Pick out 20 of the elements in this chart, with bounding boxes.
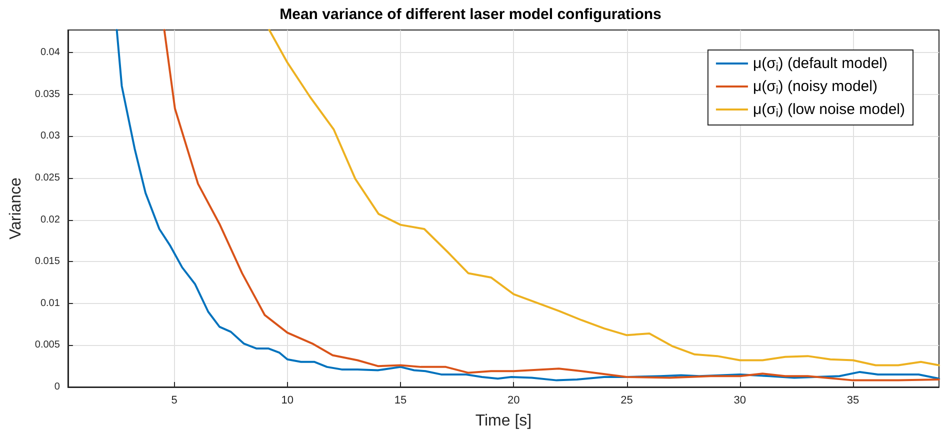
x-tick-label: 20 bbox=[508, 394, 520, 406]
y-tick-label: 0 bbox=[54, 382, 60, 392]
y-tick-label: 0.01 bbox=[40, 298, 60, 309]
x-tick-label: 25 bbox=[620, 394, 633, 406]
y-tick-label: 0.035 bbox=[34, 88, 60, 100]
x-tick-label: 10 bbox=[281, 394, 294, 406]
chart-title: Mean variance of different laser model configurations bbox=[280, 6, 662, 23]
y-tick-label: 0.015 bbox=[34, 256, 60, 268]
x-tick-label: 30 bbox=[734, 394, 746, 406]
y-tick-label: 0.005 bbox=[34, 340, 60, 351]
y-axis-title: Variance bbox=[8, 177, 24, 240]
line-series bbox=[268, 29, 940, 366]
y-tick-label: 0.025 bbox=[34, 172, 60, 184]
x-tick-label: 15 bbox=[394, 394, 407, 406]
x-tick-label: 5 bbox=[171, 394, 178, 406]
y-tick-label: 0.03 bbox=[40, 130, 60, 142]
y-tick-label: 0.04 bbox=[40, 47, 60, 58]
x-tick-label: 35 bbox=[846, 394, 860, 406]
x-axis-title: Time [s] bbox=[475, 412, 532, 430]
y-tick-label: 0.02 bbox=[40, 214, 60, 226]
